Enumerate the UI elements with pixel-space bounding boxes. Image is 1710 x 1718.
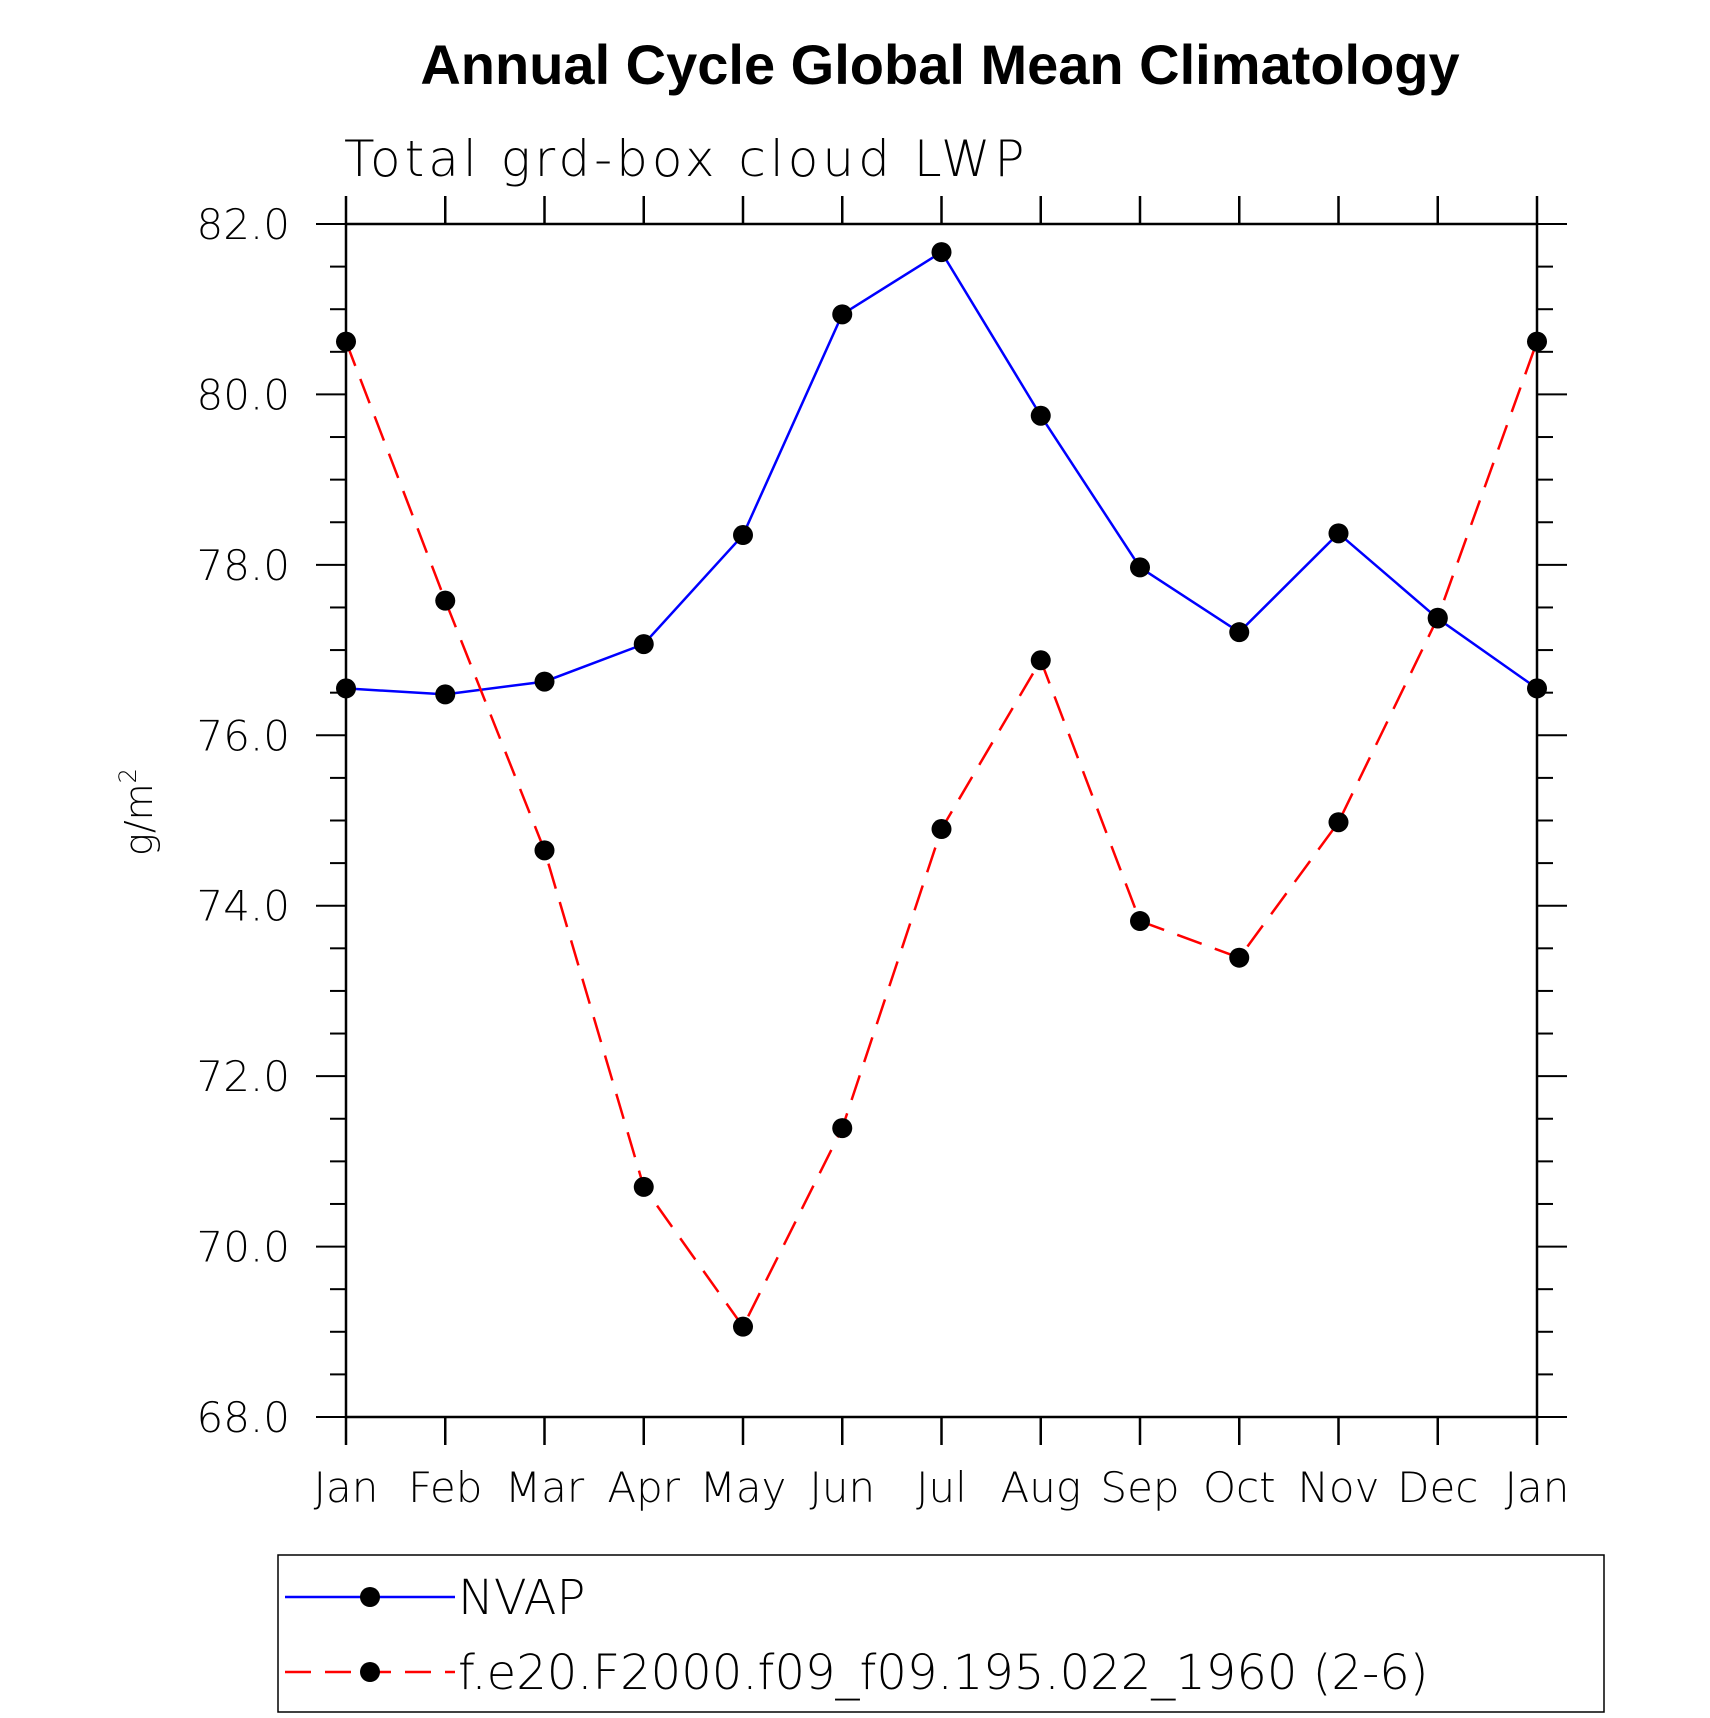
series-1-point [633, 1176, 654, 1197]
svg-text:g/m2: g/m2 [114, 768, 161, 856]
chart-title: Annual Cycle Global Mean Climatology [420, 33, 1459, 96]
series-0-point [1130, 557, 1150, 578]
series-1-point [733, 1316, 753, 1337]
series-1-point [435, 590, 456, 611]
legend-marker-1 [360, 1662, 380, 1682]
series-0-point [1328, 523, 1349, 544]
series-0-point [435, 684, 456, 705]
series-1-point [534, 840, 555, 861]
y-axis-label-text: g/m [117, 783, 161, 856]
legend-label-0: NVAP [458, 1570, 585, 1626]
series-line-0 [345, 250, 1538, 696]
y-tick-label: 78.0 [196, 541, 290, 590]
y-tick-labels: 68.0 70.0 72.0 74.0 76.0 78.0 80.0 82.0 [196, 200, 290, 1442]
y-tick-label: 76.0 [196, 711, 290, 760]
legend-label-1: f.e20.F2000.f09_f09.195.022_1960 (2-6) [458, 1645, 1429, 1701]
series-1-point [1328, 812, 1349, 833]
legend: NVAP f.e20.F2000.f09_f09.195.022_1960 (2-… [277, 1554, 1605, 1713]
series-1-point [1130, 911, 1150, 932]
y-axis-label: g/m2 [114, 768, 161, 856]
y-tick-label: 82.0 [196, 200, 290, 249]
series-0-point [534, 671, 555, 692]
legend-box [277, 1554, 1605, 1713]
x-tick-label: Jun [809, 1463, 875, 1512]
y-axis-label-superscript: 2 [114, 768, 142, 783]
x-tick-label: Nov [1298, 1463, 1380, 1512]
x-tick-labels: Jan Feb Mar Apr May Jun Jul Aug Sep Oct Nov Dec Jan [314, 1463, 1570, 1512]
series-1-point [832, 1118, 853, 1139]
series-0-point [931, 242, 952, 263]
plot-frame [344, 222, 1539, 1419]
x-tick-label: May [700, 1463, 787, 1512]
x-tick-label: Feb [408, 1463, 482, 1512]
series-0-point [633, 634, 654, 655]
x-tick-label: Mar [505, 1463, 585, 1512]
series-0-point [733, 525, 753, 546]
chart-subtitle: Total grd-box cloud LWP [344, 130, 1029, 188]
x-tick-label: Jan [1505, 1463, 1570, 1512]
y-tick-label: 68.0 [196, 1393, 290, 1442]
y-tick-label: 72.0 [196, 1052, 290, 1101]
x-tick-label: Aug [1000, 1463, 1081, 1512]
x-tick-label: Jul [916, 1463, 967, 1512]
series-0-point [1229, 622, 1250, 643]
legend-marker-0 [360, 1587, 380, 1607]
y-tick-label: 70.0 [196, 1223, 290, 1272]
x-tick-label: Jan [314, 1463, 379, 1512]
series-1-point [1030, 650, 1051, 671]
series-1-point [1229, 947, 1250, 968]
series-0-point [832, 304, 853, 325]
y-tick-label: 80.0 [196, 370, 290, 419]
x-tick-label: Sep [1100, 1463, 1179, 1512]
series-0-point [1030, 405, 1051, 426]
x-tick-label: Apr [607, 1463, 680, 1512]
series-1-point [1427, 607, 1448, 628]
y-tick-label: 74.0 [196, 882, 290, 931]
series-layer [336, 242, 1547, 1337]
series-1-point [931, 819, 952, 840]
x-tick-label: Dec [1397, 1463, 1478, 1512]
x-tick-label: Oct [1203, 1463, 1276, 1512]
